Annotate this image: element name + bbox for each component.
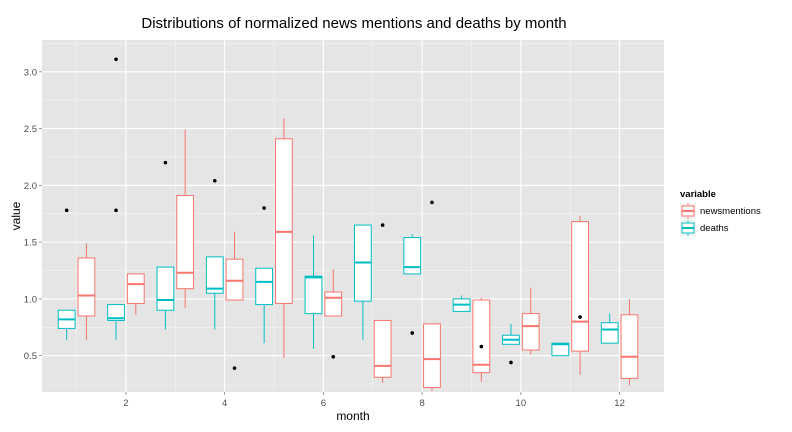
outlier-point bbox=[212, 179, 217, 183]
outlier-point bbox=[232, 366, 237, 370]
y-tick-label: 0.5 bbox=[24, 351, 37, 362]
box-newsmentions-month-6 bbox=[324, 269, 343, 359]
box-deaths-month-8 bbox=[403, 234, 422, 335]
box-iqr bbox=[324, 291, 343, 317]
y-tick-label: 1.5 bbox=[24, 238, 37, 249]
box-layer bbox=[57, 57, 639, 391]
outlier-point bbox=[64, 208, 69, 213]
y-tick-label: 3.0 bbox=[24, 67, 37, 78]
legend-key-deaths bbox=[680, 220, 696, 236]
box-iqr bbox=[551, 342, 570, 357]
box-deaths-month-5 bbox=[255, 206, 274, 344]
outlier-point bbox=[430, 200, 434, 205]
box-deaths-month-12 bbox=[600, 313, 619, 344]
outlier-point bbox=[479, 344, 484, 349]
box-iqr bbox=[126, 273, 145, 304]
box-iqr bbox=[472, 299, 491, 374]
tick-layer: 2 4 6 8 10 12 0.5 1.0 1.5 2.0 2.5 3.0 bbox=[24, 67, 625, 409]
outlier-point bbox=[114, 57, 118, 62]
y-tick-label: 1.0 bbox=[24, 294, 37, 305]
box-iqr bbox=[521, 313, 540, 351]
box-newsmentions-month-2 bbox=[126, 273, 145, 315]
chart-title: Distributions of normalized news mention… bbox=[141, 15, 566, 32]
y-axis-label: value bbox=[9, 201, 23, 230]
outlier-point bbox=[578, 315, 582, 319]
y-tick-label: 2.5 bbox=[24, 124, 37, 135]
box-iqr bbox=[107, 304, 125, 321]
box-newsmentions-month-5 bbox=[274, 118, 293, 358]
box-newsmentions-month-8 bbox=[423, 200, 441, 391]
box-deaths-month-3 bbox=[156, 160, 175, 330]
outlier-point bbox=[380, 223, 385, 227]
outlier-point bbox=[331, 355, 336, 359]
plot-panel bbox=[42, 40, 664, 392]
x-tick-label: 4 bbox=[222, 398, 227, 409]
x-tick-label: 12 bbox=[614, 398, 625, 409]
box-deaths-month-6 bbox=[304, 235, 323, 349]
box-newsmentions-month-4 bbox=[225, 231, 244, 370]
box-deaths-month-2 bbox=[107, 57, 125, 340]
box-deaths-month-11 bbox=[551, 342, 570, 357]
outlier-point bbox=[163, 160, 168, 165]
box-iqr bbox=[600, 322, 619, 344]
x-tick-label: 6 bbox=[321, 398, 326, 409]
x-tick-label: 8 bbox=[419, 398, 424, 409]
box-newsmentions-month-10 bbox=[521, 287, 540, 355]
box-iqr bbox=[77, 257, 96, 317]
box-deaths-month-7 bbox=[353, 224, 372, 340]
box-deaths-month-4 bbox=[205, 179, 224, 330]
box-deaths-month-10 bbox=[502, 323, 520, 365]
outlier-point bbox=[114, 208, 118, 213]
legend-label-deaths: deaths bbox=[700, 223, 729, 234]
outlier-point bbox=[509, 360, 513, 365]
legend-label-newsmentions: newsmentions bbox=[700, 206, 761, 217]
box-newsmentions-month-1 bbox=[77, 243, 96, 340]
box-deaths-month-1 bbox=[57, 208, 76, 340]
grid-layer bbox=[42, 40, 664, 392]
box-iqr bbox=[571, 221, 589, 352]
box-newsmentions-month-3 bbox=[176, 129, 195, 308]
legend-title: variable bbox=[680, 189, 716, 200]
box-deaths-month-9 bbox=[452, 295, 471, 312]
box-iqr bbox=[255, 267, 274, 306]
box-iqr bbox=[205, 256, 224, 294]
box-newsmentions-month-11 bbox=[571, 216, 589, 375]
x-axis-label: month bbox=[336, 409, 369, 423]
y-tick-label: 2.0 bbox=[24, 181, 37, 192]
box-iqr bbox=[423, 323, 441, 388]
box-iqr bbox=[176, 195, 195, 290]
box-iqr bbox=[156, 266, 175, 311]
x-tick-label: 10 bbox=[516, 398, 527, 409]
box-iqr bbox=[403, 237, 422, 275]
outlier-point bbox=[410, 331, 415, 335]
box-iqr bbox=[304, 275, 323, 315]
outlier-point bbox=[262, 206, 266, 210]
box-iqr bbox=[373, 319, 392, 378]
box-newsmentions-month-12 bbox=[620, 298, 639, 386]
legend-key-newsmentions bbox=[680, 203, 696, 219]
x-tick-label: 2 bbox=[123, 398, 128, 409]
box-newsmentions-month-7 bbox=[373, 223, 392, 383]
box-iqr bbox=[274, 138, 293, 304]
legend: variable newsmentions deaths bbox=[680, 189, 761, 236]
box-iqr bbox=[225, 258, 244, 301]
box-newsmentions-month-9 bbox=[472, 297, 491, 382]
box-iqr bbox=[620, 314, 639, 379]
